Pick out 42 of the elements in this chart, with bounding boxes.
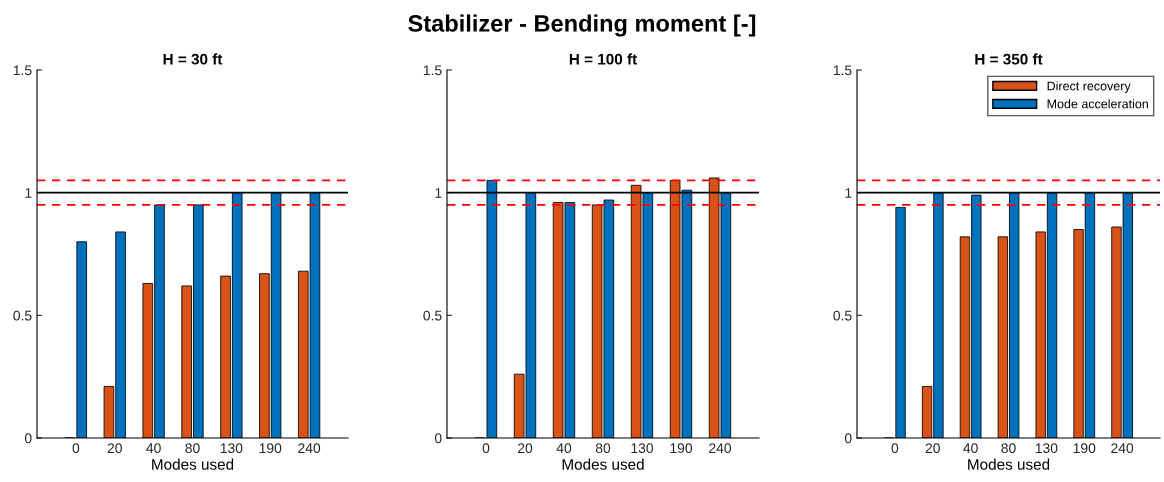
- x-axis-title: Modes used: [562, 458, 644, 470]
- x-tick-label: 130: [220, 443, 243, 454]
- y-tick-label: 0: [844, 433, 852, 444]
- y-tick-label: 0: [434, 433, 442, 444]
- y-tick-label: 0.5: [13, 310, 32, 321]
- y-tick-label: 1.5: [13, 65, 32, 76]
- y-tick-label: 0.5: [423, 310, 442, 321]
- x-tick-label: 40: [556, 443, 572, 454]
- legend-label: Mode acceleration: [1047, 99, 1148, 109]
- y-tick-label: 1: [25, 188, 32, 198]
- y-tick-label: 1.5: [833, 65, 852, 76]
- text: Stabilizer - Bending moment [-]: [408, 14, 756, 37]
- x-tick-label: 20: [925, 443, 940, 454]
- y-tick-label: 1: [435, 188, 442, 198]
- chart-title: H = 100 ft: [569, 53, 637, 65]
- x-axis-title: Modes used: [152, 458, 234, 470]
- chart-title: H = 30 ft: [163, 53, 223, 65]
- x-tick-label: 80: [185, 443, 200, 454]
- x-tick-label: 80: [595, 443, 611, 454]
- y-tick-label: 1.5: [423, 65, 442, 76]
- x-tick-label: 40: [963, 443, 978, 454]
- x-tick-label: 240: [298, 443, 321, 454]
- y-tick-label: 1: [845, 188, 852, 198]
- x-tick-label: 20: [517, 443, 533, 454]
- legend-label: Direct recovery: [1047, 81, 1131, 93]
- x-tick-label: 190: [670, 443, 693, 454]
- y-tick-label: 0: [24, 433, 32, 444]
- x-axis-title: Modes used: [968, 458, 1050, 470]
- x-tick-label: 0: [72, 443, 80, 454]
- x-tick-label: 190: [1073, 443, 1096, 454]
- x-tick-label: 80: [1001, 443, 1016, 454]
- x-tick-label: 40: [146, 443, 161, 454]
- x-tick-label: 240: [709, 443, 732, 454]
- x-tick-label: 240: [1111, 443, 1134, 454]
- x-tick-label: 0: [891, 443, 899, 454]
- x-tick-label: 20: [107, 443, 122, 454]
- x-tick-label: 130: [1035, 443, 1058, 454]
- x-tick-label: 130: [631, 443, 654, 454]
- x-tick-label: 0: [482, 443, 490, 454]
- x-tick-label: 190: [259, 443, 282, 454]
- y-tick-label: 0.5: [833, 310, 852, 321]
- chart-title: H = 350 ft: [975, 53, 1043, 65]
